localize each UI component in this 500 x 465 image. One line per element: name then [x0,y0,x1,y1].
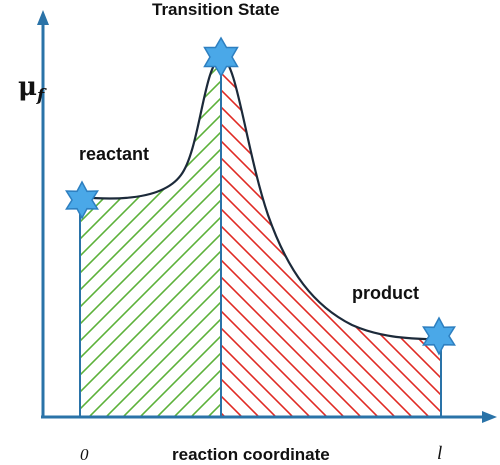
hatch-line [0,0,98,460]
hatch-line [437,0,500,460]
hatch-line [0,0,200,460]
hatch-line [334,57,441,418]
hatch-line [221,57,441,418]
hatch-line [250,0,500,460]
hatch-line [80,58,221,417]
hatch-line [113,58,221,417]
hatch-line [221,57,439,418]
star-icon [65,180,99,220]
hatch-line [80,58,201,417]
hatch-line [80,58,150,417]
hatch-line [403,0,500,460]
hatch-line [284,0,500,460]
hatch-line [0,0,149,460]
hatch-line [0,0,81,460]
energy-curve [79,56,442,342]
hatch-line [419,57,441,418]
hatch-line [221,57,354,418]
hatch-line [0,0,30,460]
hatch-line [221,57,303,418]
hatch-line [436,57,441,418]
hatch-line [80,58,221,417]
hatch-line [221,57,269,418]
hatch-line [80,58,221,417]
hatch-line [0,0,47,460]
hatch-line [96,58,221,417]
hatch-line [351,57,441,418]
hatch-line [420,0,500,460]
hatch-line [221,57,441,418]
hatch-line [283,57,441,418]
hatch-line [80,58,221,417]
hatch-line [198,58,221,417]
hatch-line [80,58,221,417]
hatch-line [454,0,500,460]
y-axis-label: μf [18,72,45,107]
hatch-line [335,0,500,460]
hatch-line [80,58,82,417]
hatch-line [221,57,388,418]
hatch-line [221,57,441,418]
hatch-line [0,0,183,460]
hatch-line [471,0,500,460]
hatch-line [221,57,441,418]
hatch-line [369,0,500,460]
hatch-line [80,58,221,417]
hatch-line [0,0,132,460]
product-label: product [352,283,419,303]
hatch-line [80,58,133,417]
hatch-line [80,58,221,417]
hatch-line [0,0,13,460]
hatch-line [80,58,221,417]
hatch-line [80,58,218,417]
transition-state-label: Transition State [152,0,280,19]
hatch-line [352,0,500,460]
hatch-line [80,58,221,417]
hatch-line [80,58,99,417]
hatch-line [221,57,441,418]
hatch-line [318,0,500,460]
hatch-line [0,0,64,460]
hatch-line [80,58,221,417]
hatch-line [300,57,441,418]
hatch-line [221,57,320,418]
hatch-line [80,58,221,417]
hatch-line [488,0,500,460]
hatch-line [80,58,221,417]
x-axis-label: reaction coordinate [172,445,330,464]
hatch-line [249,57,441,418]
hatch-line [221,57,441,418]
hatch-line [471,0,500,460]
hatch-line [301,0,500,460]
hatch-line [0,0,13,460]
reactant-label: reactant [79,144,150,164]
hatch-line [317,57,441,418]
hatch-line [0,0,47,460]
star-icon [203,36,239,78]
hatch-line [454,0,500,460]
hatch-line [368,57,441,418]
hatch-line [221,57,441,418]
hatch-line [80,58,221,417]
hatch-line [221,57,422,418]
hatch-line [221,57,371,418]
hatch-line [80,58,221,417]
hatch-line [221,57,337,418]
hatch-line [0,0,30,460]
x-axis-arrowhead [482,411,497,423]
hatch-line [130,58,221,417]
x-axis-start-label: 0 [80,445,89,464]
star-icon [422,316,456,356]
hatch-line [402,57,441,418]
hatch-line [80,58,221,417]
hatch-line [80,58,184,417]
hatch-line [221,57,405,418]
hatch-line [0,0,217,460]
x-axis-end-label: l [437,443,443,464]
hatch-line [0,0,64,460]
hatch-line [488,0,500,460]
y-axis-arrowhead [37,10,49,25]
